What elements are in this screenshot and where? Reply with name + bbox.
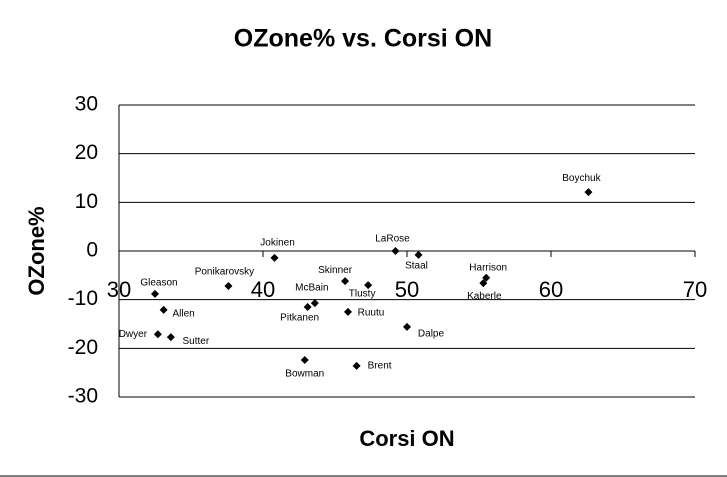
point-label: Gleason <box>140 277 177 288</box>
point-label: Tlusty <box>349 289 376 300</box>
point-label: Staal <box>405 261 428 272</box>
point-label: Bowman <box>285 369 324 380</box>
chart-title: OZone% vs. Corsi ON <box>234 25 492 53</box>
point-label: McBain <box>295 283 328 294</box>
point <box>166 333 175 342</box>
x-tick-label: 30 <box>107 277 131 302</box>
point <box>391 247 400 255</box>
y-tick-label: 10 <box>75 190 98 213</box>
point-label: Pitkanen <box>280 313 319 324</box>
y-axis-label: OZone% <box>24 206 49 295</box>
y-tick-label: -20 <box>68 336 98 359</box>
point <box>151 289 159 298</box>
point-label: Dalpe <box>418 329 445 340</box>
point <box>159 305 168 314</box>
point-label: Skinner <box>318 265 353 276</box>
point-label: Kaberle <box>467 291 502 302</box>
point-label: Ruutu <box>358 307 385 318</box>
point-label: Boychuk <box>562 173 601 184</box>
point-label: Jokinen <box>260 237 294 248</box>
point-label: Allen <box>173 309 195 320</box>
y-tick-label: 0 <box>86 239 98 262</box>
point <box>153 330 162 339</box>
point <box>414 250 423 259</box>
y-tick-label: 30 <box>75 93 98 116</box>
point <box>364 281 373 290</box>
point <box>224 282 233 291</box>
x-axis-label: Corsi ON <box>359 426 454 451</box>
point <box>343 307 352 316</box>
y-tick-label: -10 <box>68 287 98 310</box>
y-tick-label: -30 <box>68 385 98 408</box>
y-tick-label: 20 <box>75 141 98 164</box>
x-tick-label: 60 <box>539 277 563 302</box>
x-tick-label: 70 <box>683 277 707 302</box>
point-label: Brent <box>368 360 392 371</box>
point <box>584 188 593 197</box>
point-label: Dwyer <box>119 329 148 340</box>
point <box>303 302 312 311</box>
point-label: Ponikarovsky <box>195 267 254 278</box>
point <box>352 361 361 370</box>
point <box>341 277 350 286</box>
point <box>300 356 309 365</box>
point-label: Sutter <box>182 336 209 347</box>
point <box>310 299 319 308</box>
point <box>482 273 491 282</box>
x-tick-label: 40 <box>251 277 275 302</box>
point <box>270 253 279 262</box>
x-tick-label: 50 <box>395 277 419 302</box>
point <box>403 322 411 331</box>
point-label: Harrison <box>469 262 507 273</box>
point-label: LaRose <box>375 234 410 245</box>
point <box>479 279 488 288</box>
